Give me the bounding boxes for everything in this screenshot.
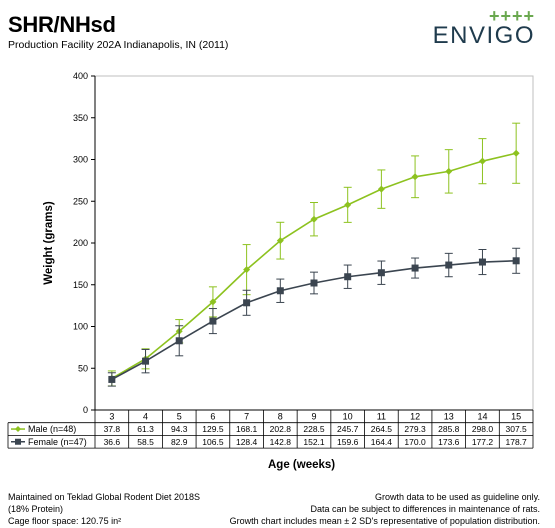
data-point-male <box>478 157 486 165</box>
table-value: 58.5 <box>137 437 154 447</box>
y-tick-label: 50 <box>78 363 88 373</box>
data-point-female <box>108 375 116 383</box>
data-point-female <box>377 269 385 277</box>
table-value: 129.5 <box>202 424 224 434</box>
chart-title: SHR/NHsd <box>8 12 116 37</box>
footer-cage: Cage floor space: 120.75 in² <box>8 516 122 526</box>
y-tick-label: 200 <box>73 238 88 248</box>
data-point-male <box>512 149 520 157</box>
data-point-female <box>276 287 284 295</box>
data-point-male <box>310 215 318 223</box>
table-value: 177.2 <box>472 437 494 447</box>
footer-maintenance: Data can be subject to differences in ma… <box>310 504 540 514</box>
table-value: 170.0 <box>404 437 426 447</box>
x-tick-label: 3 <box>109 412 114 422</box>
data-point-female <box>310 279 318 287</box>
footer-protein: (18% Protein) <box>8 504 64 514</box>
data-point-female <box>512 257 520 265</box>
table-value: 168.1 <box>236 424 258 434</box>
data-point-male <box>243 266 251 274</box>
table-value: 164.4 <box>371 437 393 447</box>
x-tick-label: 11 <box>377 412 386 422</box>
table-value: 159.6 <box>337 437 359 447</box>
x-tick-label: 12 <box>410 412 420 422</box>
table-value: 128.4 <box>236 437 258 447</box>
logo-text: ENVIGO <box>432 22 535 49</box>
legend-label: Female (n=47) <box>28 437 87 447</box>
table-value: 142.8 <box>270 437 292 447</box>
x-tick-label: 15 <box>511 412 521 422</box>
data-point-female <box>411 264 419 272</box>
logo-plus-marks: ++++ <box>488 6 535 26</box>
data-point-male <box>344 201 352 209</box>
table-value: 173.6 <box>438 437 460 447</box>
x-axis-label: Age (weeks) <box>268 459 336 471</box>
table-value: 36.6 <box>104 437 121 447</box>
data-point-female <box>243 299 251 307</box>
data-point-male <box>276 237 284 245</box>
x-tick-label: 4 <box>143 412 148 422</box>
data-point-male <box>209 298 217 306</box>
data-point-female <box>142 357 150 365</box>
data-point-female <box>445 261 453 269</box>
footer-guideline: Growth data to be used as guideline only… <box>375 492 540 502</box>
table-value: 307.5 <box>506 424 528 434</box>
x-tick-label: 14 <box>477 412 487 422</box>
y-tick-label: 400 <box>73 71 88 81</box>
table-value: 61.3 <box>137 424 154 434</box>
table-value: 228.5 <box>303 424 325 434</box>
table-value: 298.0 <box>472 424 494 434</box>
footer-left: Maintained on Teklad Global Rodent Diet … <box>8 491 200 527</box>
table-value: 94.3 <box>171 424 188 434</box>
legend-marker-male <box>15 426 21 433</box>
table-value: 82.9 <box>171 437 188 447</box>
y-tick-label: 350 <box>73 113 88 123</box>
data-point-female <box>478 258 486 266</box>
table-value: 279.3 <box>404 424 426 434</box>
data-point-male <box>445 167 453 175</box>
envigo-logo: ++++ ENVIGO <box>427 6 535 49</box>
x-tick-label: 13 <box>444 412 454 422</box>
table-value: 152.1 <box>303 437 325 447</box>
legend-label: Male (n=48) <box>28 424 76 434</box>
table-value: 106.5 <box>202 437 224 447</box>
y-tick-label: 300 <box>73 155 88 165</box>
x-tick-label: 10 <box>343 412 353 422</box>
footer-sd-note: Growth chart includes mean ± 2 SD's repr… <box>229 516 540 526</box>
data-point-female <box>344 273 352 281</box>
table-value: 178.7 <box>506 437 528 447</box>
x-tick-label: 7 <box>244 412 249 422</box>
footer-right: Growth data to be used as guideline only… <box>230 491 540 527</box>
data-point-female <box>209 317 217 325</box>
y-tick-label: 150 <box>73 280 88 290</box>
y-tick-label: 250 <box>73 196 88 206</box>
table-value: 264.5 <box>371 424 393 434</box>
y-axis-label: Weight (grams) <box>43 201 55 285</box>
table-value: 37.8 <box>104 424 121 434</box>
table-value: 245.7 <box>337 424 359 434</box>
table-value: 285.8 <box>438 424 460 434</box>
data-point-male <box>377 185 385 193</box>
x-tick-label: 9 <box>311 412 316 422</box>
data-point-female <box>175 337 183 345</box>
legend-marker-female <box>15 438 21 445</box>
y-tick-label: 100 <box>73 322 88 332</box>
x-tick-label: 8 <box>278 412 283 422</box>
x-tick-label: 6 <box>210 412 215 422</box>
table-value: 202.8 <box>270 424 292 434</box>
chart-subtitle: Production Facility 202A Indianapolis, I… <box>8 39 229 51</box>
footer-diet: Maintained on Teklad Global Rodent Diet … <box>8 492 200 502</box>
data-point-male <box>411 173 419 181</box>
plot-frame <box>94 75 534 411</box>
y-tick-label: 0 <box>83 405 88 415</box>
x-tick-label: 5 <box>177 412 182 422</box>
